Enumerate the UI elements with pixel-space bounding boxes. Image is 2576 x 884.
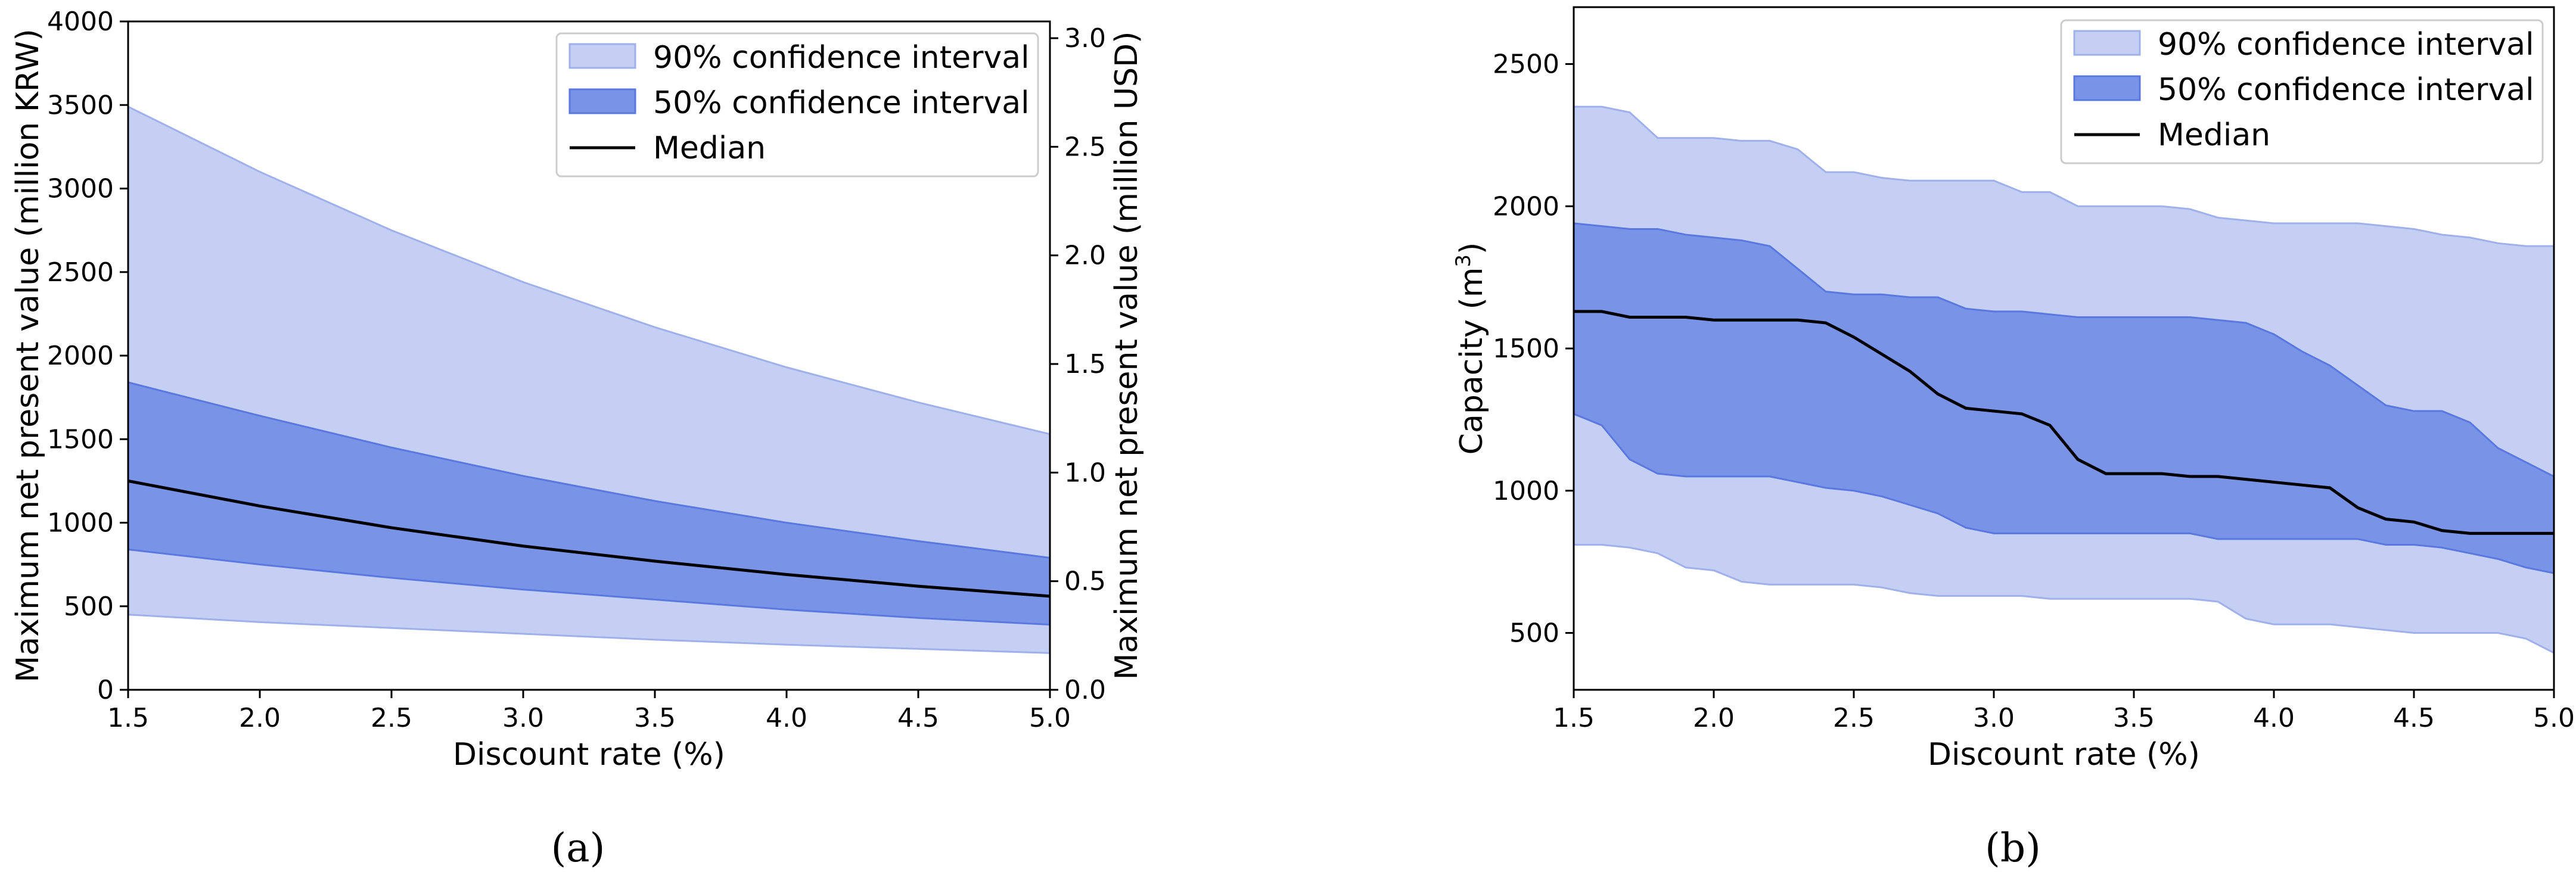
- panel-a-right-y-ticks: 0.0 0.5 1.0 1.5 2.0 2.5 3.0: [1050, 23, 1106, 705]
- a-right-y-tick-label: 1.0: [1064, 457, 1106, 488]
- b-x-tick-label: 3.0: [1973, 703, 2015, 733]
- panel-b-x-ticks: 1.5 2.0 2.5 3.0 3.5 4.0 4.5 5.0: [1553, 690, 2575, 733]
- panel-b-chart: 1.5 2.0 2.5 3.0 3.5 4.0 4.5 5.0 500 1000 1500 2000…: [1452, 6, 2575, 773]
- panel-b-y-axis-label: Capacity (m3): [1452, 242, 1490, 455]
- a-x-tick-label: 5.0: [1029, 703, 1071, 733]
- panel-a-right-y-axis-label: Maximum net present value (million USD): [1109, 32, 1145, 680]
- panel-a-legend-label-ci50: 50% confidence interval: [653, 85, 1030, 121]
- panel-b-y-ticks: 500 1000 1500 2000 2500: [1493, 49, 1574, 649]
- a-y-tick-label: 3000: [47, 174, 114, 204]
- panel-b-legend-label-median: Median: [2158, 117, 2270, 153]
- a-y-tick-label: 0: [97, 675, 114, 705]
- a-y-tick-label: 4000: [47, 7, 114, 37]
- panel-b-caption: (b): [1985, 825, 2041, 871]
- panel-a-legend-box: [555, 32, 1039, 178]
- panel-a-x-axis-label: Discount rate (%): [453, 737, 725, 773]
- a-y-tick-label: 3500: [47, 90, 114, 120]
- panel-a-y-axis-label: Maximum net present value (million KRW): [10, 29, 46, 682]
- a-y-tick-label: 1000: [47, 508, 114, 539]
- b-x-tick-label: 1.5: [1553, 703, 1595, 733]
- panel-b-legend-label-ci50: 50% confidence interval: [2158, 72, 2534, 108]
- a-x-tick-label: 2.5: [371, 703, 412, 733]
- panel-b-legend-box: [2060, 19, 2544, 164]
- panel-b-legend: 90% confidence interval 50% confidence i…: [2060, 19, 2544, 164]
- panel-b-y-axis-label-main: Capacity (m: [1454, 267, 1490, 455]
- panel-a-x-ticks: 1.5 2.0 2.5 3.0 3.5 4.0 4.5 5.0: [107, 690, 1071, 733]
- panel-a-caption: (a): [551, 825, 605, 871]
- panel-b-legend-swatch-ci50: [2073, 75, 2141, 101]
- panel-b-y-axis-label-superscript: 3: [1452, 254, 1475, 267]
- panel-b-legend-swatch-ci90: [2073, 30, 2141, 56]
- panel-b-plot-area: [1573, 105, 2555, 655]
- b-y-tick-label: 1500: [1493, 334, 1559, 364]
- b-y-tick-label: 500: [1509, 618, 1559, 649]
- panel-a-legend: 90% confidence interval 50% confidence i…: [555, 32, 1039, 178]
- panel-a-legend-swatch-ci50: [568, 88, 636, 114]
- a-right-y-tick-label: 0.0: [1064, 675, 1106, 705]
- a-y-tick-label: 1500: [47, 424, 114, 455]
- a-right-y-tick-label: 3.0: [1064, 23, 1106, 54]
- a-x-tick-label: 3.5: [634, 703, 676, 733]
- a-y-tick-label: 2000: [47, 341, 114, 371]
- a-right-y-tick-label: 2.5: [1064, 132, 1106, 162]
- a-x-tick-label: 2.0: [239, 703, 281, 733]
- panel-b-y-axis-label-close: ): [1454, 242, 1490, 254]
- b-x-tick-label: 5.0: [2533, 703, 2575, 733]
- a-median-line: [128, 479, 1051, 598]
- panel-a-chart: 1.5 2.0 2.5 3.0 3.5 4.0 4.5 5.0 0 500 1000 1500 200…: [10, 7, 1145, 773]
- a-y-tick-label: 2500: [47, 257, 114, 288]
- b-x-tick-label: 4.0: [2253, 703, 2295, 733]
- panel-b-x-axis-label: Discount rate (%): [1928, 737, 2200, 773]
- panel-b-legend-label-ci90: 90% confidence interval: [2158, 27, 2534, 63]
- a-x-tick-label: 4.5: [897, 703, 939, 733]
- panel-a-legend-swatch-ci90: [568, 43, 636, 69]
- panel-a-y-ticks: 0 500 1000 1500 2000 2500 3000 3500 4000: [47, 7, 128, 705]
- b-x-tick-label: 2.0: [1693, 703, 1735, 733]
- b-y-tick-label: 1000: [1493, 476, 1559, 506]
- b-median-line: [1574, 310, 2554, 535]
- a-x-tick-label: 4.0: [766, 703, 807, 733]
- panel-a-plot-area: [127, 105, 1051, 654]
- a-right-y-tick-label: 0.5: [1064, 566, 1106, 597]
- b-x-tick-label: 2.5: [1833, 703, 1875, 733]
- a-y-tick-label: 500: [64, 592, 114, 622]
- a-x-tick-label: 3.0: [502, 703, 544, 733]
- b-x-tick-label: 4.5: [2393, 703, 2435, 733]
- panel-a-legend-label-median: Median: [653, 130, 766, 166]
- panel-a-legend-label-ci90: 90% confidence interval: [653, 40, 1030, 76]
- a-right-y-tick-label: 1.5: [1064, 349, 1106, 379]
- b-y-tick-label: 2000: [1493, 191, 1559, 222]
- b-x-tick-label: 3.5: [2113, 703, 2155, 733]
- a-right-y-tick-label: 2.0: [1064, 241, 1106, 271]
- b-y-tick-label: 2500: [1493, 49, 1559, 80]
- a-x-tick-label: 1.5: [107, 703, 149, 733]
